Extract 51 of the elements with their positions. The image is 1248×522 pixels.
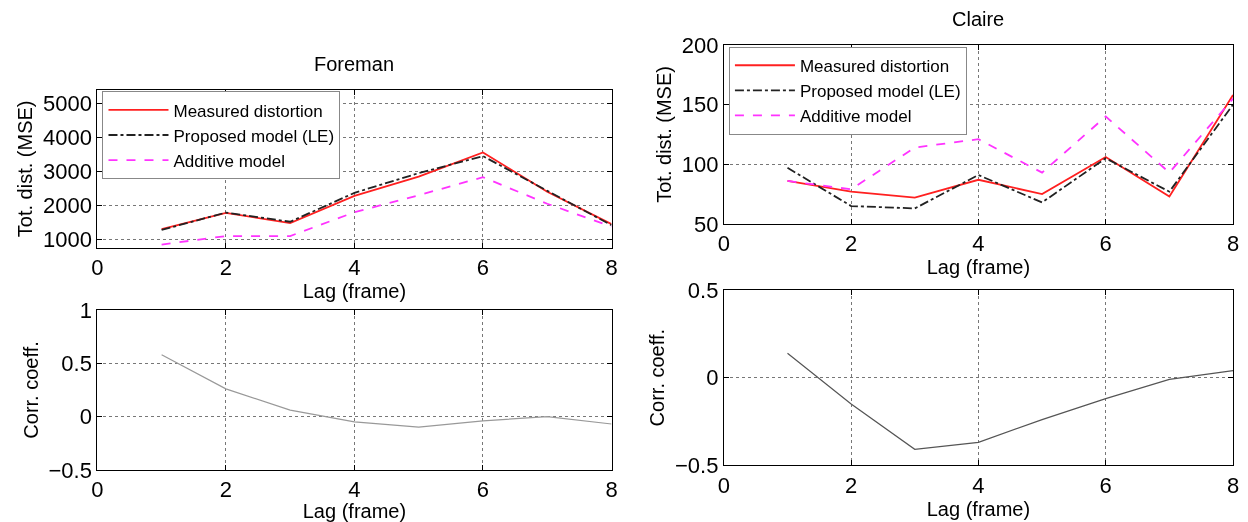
chart-title: Foreman [314, 53, 395, 75]
x-tick-label: 4 [348, 477, 361, 503]
y-tick-label: 150 [681, 92, 719, 118]
x-tick-label: 2 [219, 477, 233, 503]
y-axis-title: Corr. coeff. [646, 328, 669, 427]
y-tick-label: 3000 [42, 159, 92, 185]
y-tick-label: 0.5 [61, 351, 92, 377]
x-tick-label: 4 [348, 255, 361, 281]
legend-label: Measured distortion [799, 56, 950, 76]
y-axis-title: Corr. coeff. [20, 341, 43, 439]
x-tick-label: 6 [1099, 472, 1112, 498]
y-tick-label: 1 [79, 297, 92, 323]
x-tick-label: 6 [476, 255, 490, 281]
y-tick-label: 0 [79, 404, 92, 430]
legend-label: Measured distortion [173, 101, 323, 121]
y-axis-title: Tot. dist. (MSE) [14, 100, 37, 238]
line-series [161, 354, 612, 428]
x-axis-title: Lag (frame) [926, 256, 1031, 279]
x-tick-label: 8 [1226, 231, 1240, 257]
y-tick-label: 200 [681, 32, 719, 58]
y-tick-label: −0.5 [675, 452, 719, 478]
chart-title: Claire [952, 8, 1005, 30]
x-tick-label: 8 [605, 255, 618, 281]
legend-label: Proposed model (LE) [173, 126, 335, 146]
y-tick-label: 2000 [42, 193, 92, 219]
legend-label: Additive model [799, 107, 912, 127]
x-tick-label: 4 [972, 231, 985, 257]
x-tick-label: 8 [605, 477, 618, 503]
x-axis-title: Lag (frame) [302, 280, 407, 303]
line-series [786, 103, 1234, 210]
y-tick-label: 50 [693, 211, 719, 237]
x-tick-label: 2 [219, 255, 233, 281]
line-series [786, 352, 1234, 450]
x-tick-label: 6 [476, 477, 490, 503]
y-tick-label: −0.5 [48, 457, 92, 483]
x-tick-label: 8 [1226, 472, 1240, 498]
x-tick-label: 2 [845, 472, 858, 498]
y-tick-label: 1000 [42, 227, 92, 253]
legend-label: Additive model [173, 151, 285, 171]
y-axis-title: Tot. dist. (MSE) [653, 66, 676, 203]
x-axis-title: Lag (frame) [926, 497, 1031, 520]
legend-label: Proposed model (LE) [799, 81, 961, 101]
y-tick-label: 5000 [42, 91, 92, 117]
y-tick-label: 0.5 [687, 277, 719, 303]
x-tick-label: 4 [972, 472, 985, 498]
y-tick-label: 100 [681, 151, 719, 177]
y-tick-label: 0 [706, 365, 719, 391]
x-tick-label: 2 [845, 231, 858, 257]
x-axis-title: Lag (frame) [302, 500, 407, 522]
y-tick-label: 4000 [42, 125, 92, 151]
x-tick-label: 6 [1099, 231, 1112, 257]
